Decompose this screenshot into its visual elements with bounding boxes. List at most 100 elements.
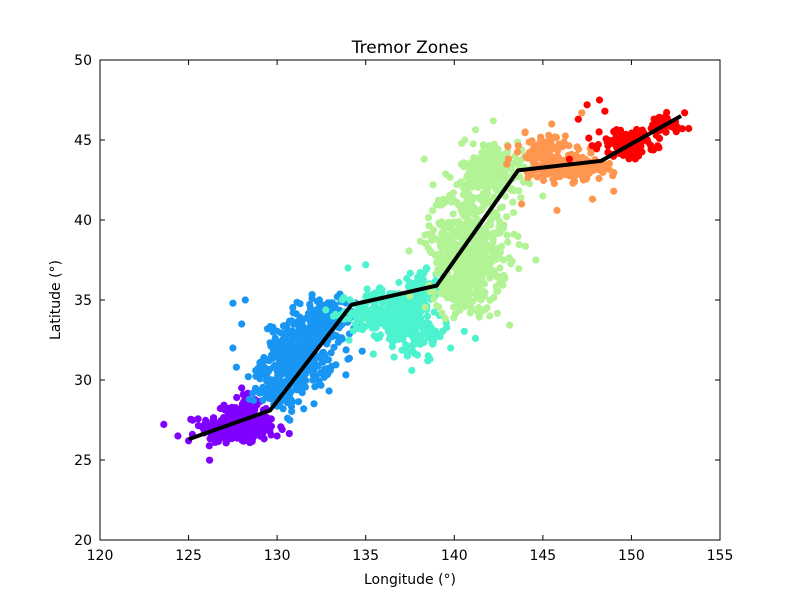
data-point	[484, 178, 492, 186]
data-point	[441, 290, 449, 299]
data-point	[545, 131, 553, 139]
data-point	[370, 301, 378, 309]
data-point	[338, 334, 346, 342]
data-point	[273, 432, 281, 440]
data-point	[493, 272, 501, 280]
data-point	[515, 265, 523, 273]
data-point	[493, 309, 501, 317]
data-point	[310, 400, 318, 408]
data-point	[362, 261, 370, 269]
data-point	[463, 223, 471, 231]
data-point	[241, 422, 249, 430]
data-point	[491, 212, 499, 221]
data-point	[437, 266, 445, 274]
data-point	[420, 338, 428, 346]
data-point	[541, 140, 549, 148]
data-point	[462, 205, 471, 213]
data-point	[475, 313, 483, 321]
data-point	[585, 134, 593, 142]
data-point	[459, 191, 467, 199]
x-tick-label: 135	[352, 548, 379, 564]
data-point	[370, 312, 378, 320]
data-point	[194, 422, 203, 430]
x-tick-label: 140	[441, 548, 468, 564]
data-point	[609, 172, 617, 180]
data-point	[332, 361, 340, 369]
data-point	[189, 416, 197, 424]
data-point	[379, 320, 387, 328]
data-point	[376, 331, 384, 339]
scatter-points	[160, 96, 693, 464]
data-point	[605, 159, 614, 168]
data-point	[435, 303, 443, 311]
data-point	[444, 223, 453, 231]
data-point	[429, 337, 438, 345]
data-point	[359, 322, 367, 330]
data-point	[471, 334, 480, 342]
data-point	[363, 285, 371, 293]
data-point	[434, 196, 443, 204]
axis-ticks: 120 125 130 135 140 145 150 155 20 25 30 35 40 45 50	[74, 53, 733, 564]
data-point	[278, 369, 286, 377]
x-tick-label: 145	[529, 548, 556, 564]
data-point	[498, 276, 506, 285]
data-point	[202, 416, 210, 424]
data-point	[475, 238, 484, 246]
data-point	[445, 193, 454, 201]
data-point	[302, 314, 310, 322]
data-point	[454, 286, 463, 294]
data-point	[587, 149, 595, 157]
data-point	[208, 421, 216, 429]
data-point	[414, 295, 422, 303]
data-point	[467, 183, 475, 191]
data-point	[244, 389, 252, 397]
data-point	[259, 396, 267, 404]
data-point	[565, 155, 574, 163]
data-point	[438, 309, 446, 317]
x-tick-label: 155	[707, 548, 734, 564]
data-point	[521, 242, 530, 250]
data-point	[324, 356, 332, 364]
data-point	[409, 305, 417, 313]
data-point	[436, 333, 444, 341]
data-point	[451, 310, 460, 318]
data-point	[239, 431, 247, 440]
data-point	[544, 150, 552, 158]
data-point	[390, 353, 398, 361]
data-point	[553, 206, 561, 214]
data-point	[403, 348, 411, 356]
data-point	[456, 226, 464, 234]
data-point	[578, 109, 586, 117]
data-point	[319, 358, 327, 366]
data-point	[486, 296, 494, 304]
data-point	[449, 210, 457, 218]
data-point	[484, 197, 492, 205]
x-tick-label: 125	[175, 548, 202, 564]
data-point	[506, 321, 514, 329]
data-point	[255, 387, 263, 395]
data-point	[527, 169, 535, 177]
y-tick-label: 20	[74, 533, 92, 549]
data-point	[267, 431, 275, 439]
data-point	[495, 217, 503, 225]
data-point	[246, 439, 254, 447]
data-point	[342, 371, 350, 379]
data-point	[573, 143, 581, 151]
data-point	[274, 344, 282, 352]
data-point	[504, 143, 512, 151]
data-point	[428, 230, 436, 238]
data-point	[433, 250, 442, 259]
data-point	[473, 215, 481, 223]
data-point	[441, 315, 449, 323]
data-point	[499, 256, 507, 264]
data-point	[238, 384, 246, 392]
data-point	[284, 414, 292, 422]
data-point	[423, 312, 431, 320]
data-point	[457, 294, 465, 303]
data-point	[461, 136, 469, 144]
data-point	[477, 206, 485, 214]
data-point	[376, 284, 384, 292]
data-point	[480, 292, 488, 300]
data-point	[386, 317, 394, 325]
data-point	[318, 349, 326, 357]
